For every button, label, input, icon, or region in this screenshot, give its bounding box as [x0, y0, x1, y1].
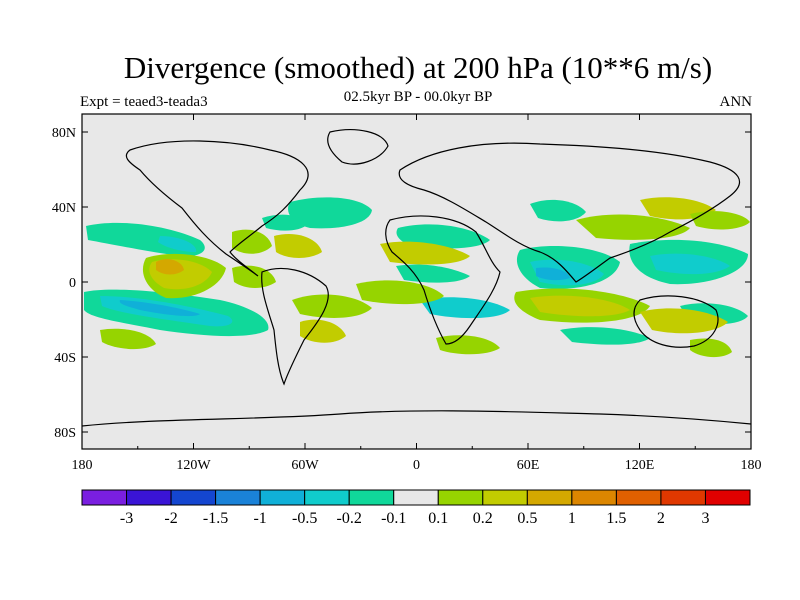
colorbar-label: -0.2: [337, 510, 362, 527]
outline-europe-asia: [398, 142, 741, 283]
colorbar-label: -0.5: [292, 510, 317, 527]
contour-neg-tropical-atlantic: [396, 264, 470, 283]
contour-neg-north-atlantic: [288, 197, 372, 229]
contour-neg-north-pacific-core: [158, 236, 197, 252]
colorbar-swatch: [215, 489, 261, 506]
outline-antarctica: [82, 410, 751, 427]
contour-pos-north-pacific-west: [690, 211, 750, 230]
colorbar-label: -1: [253, 510, 266, 527]
contour-neg-arabian-sea-strong: [536, 267, 570, 281]
colorbar-label: 1.5: [606, 510, 626, 527]
colorbar-label: -2: [164, 510, 177, 527]
colorbar-label: 0.5: [517, 510, 537, 527]
contour-fields: [84, 197, 750, 358]
y-tick-label: 40S: [54, 351, 76, 366]
colorbar-label: 1: [568, 510, 576, 527]
colorbar: -3 -2 -1.5 -1 -0.5 -0.2 -0.1 0.1 0.2 0.5 1 1.5 2 3: [81, 489, 751, 527]
colorbar-swatch: [660, 489, 706, 506]
colorbar-label: 0.2: [473, 510, 493, 527]
colorbar-label: -3: [120, 510, 133, 527]
contour-neg-south-indian: [560, 327, 650, 345]
contour-pos-argentina: [292, 294, 372, 318]
colorbar-swatch: [437, 489, 484, 506]
colorbar-swatch: [571, 489, 617, 506]
contour-neg-south-atlantic: [420, 297, 510, 319]
colorbar-label: 0.1: [428, 510, 448, 527]
x-tick-label: 120W: [176, 458, 211, 473]
colorbar-swatch: [348, 489, 395, 506]
contour-pos-south-america-west: [300, 319, 346, 343]
y-tick-label: 80S: [54, 426, 76, 441]
colorbar-label: 3: [701, 510, 709, 527]
colorbar-swatch: [482, 489, 528, 506]
x-tick-label: 60E: [517, 458, 540, 473]
x-tick-label: 60W: [291, 458, 319, 473]
colorbar-swatch: [526, 489, 573, 506]
colorbar-swatch: [615, 489, 662, 506]
contour-neg-maritime-core: [650, 253, 730, 275]
continent-outlines: [82, 129, 751, 427]
y-axis: 80N 40N 0 40S 80S: [52, 126, 751, 441]
colorbar-swatch: [393, 489, 439, 506]
contour-pos-southeast-asia: [576, 214, 690, 240]
colorbar-swatch: [126, 489, 172, 506]
contour-pos-central-america: [232, 229, 272, 254]
contour-neg-central-asia: [530, 199, 586, 222]
colorbar-swatch: [170, 489, 217, 506]
map-subtitle: 02.5kyr BP - 00.0kyr BP: [343, 89, 493, 105]
contour-pos-indian-ocean-mid: [530, 295, 630, 317]
colorbar-label: 2: [657, 510, 665, 527]
contour-pos-sahel: [380, 241, 470, 265]
x-tick-label: 180: [72, 458, 93, 473]
y-tick-label: 40N: [52, 201, 76, 216]
contour-pos-southern-ocean: [436, 335, 500, 355]
outline-south-america: [261, 267, 329, 386]
map-title: Divergence (smoothed) at 200 hPa (10**6 …: [123, 50, 713, 85]
y-tick-label: 0: [69, 276, 76, 291]
colorbar-label: -0.1: [381, 510, 406, 527]
outline-north-america: [125, 140, 309, 277]
contour-pos-east-pacific-strong: [156, 259, 184, 275]
x-tick-label: 120E: [625, 458, 655, 473]
contour-pos-australia: [640, 308, 728, 334]
map-plot-area: [81, 113, 752, 450]
x-tick-label: 0: [413, 458, 420, 473]
x-axis: 180 120W 60W 0 60E 120E 180: [72, 114, 762, 473]
contour-pos-south-pacific-far: [100, 328, 156, 350]
contour-pos-caribbean: [274, 233, 322, 258]
colorbar-swatch: [259, 489, 306, 506]
season-label: ANN: [719, 94, 753, 110]
outline-greenland: [327, 129, 389, 165]
x-tick-label: 180: [741, 458, 762, 473]
outline-australia: [633, 295, 719, 348]
contour-neg-south-pacific-strong: [119, 300, 200, 317]
colorbar-swatch: [704, 489, 751, 506]
colorbar-label: -1.5: [203, 510, 228, 527]
colorbar-swatch: [304, 489, 350, 506]
outline-africa: [385, 215, 501, 345]
y-tick-label: 80N: [52, 126, 76, 141]
experiment-label: Expt = teaed3-teada3: [80, 94, 208, 110]
colorbar-swatch: [81, 489, 128, 506]
